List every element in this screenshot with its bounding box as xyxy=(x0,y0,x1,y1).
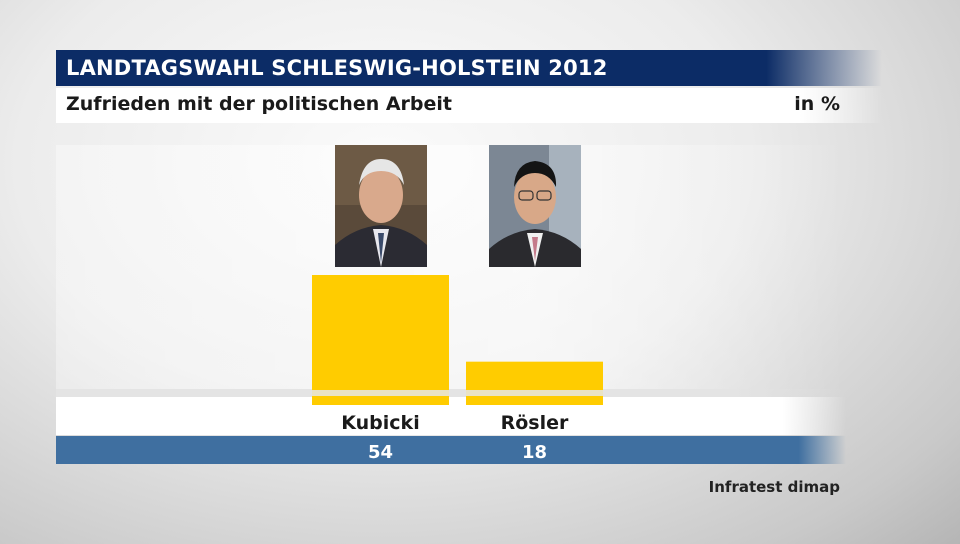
bar-kubicki xyxy=(312,275,449,405)
chart-title: LANDTAGSWAHL SCHLESWIG-HOLSTEIN 2012 xyxy=(66,56,608,80)
category-label: Kubicki xyxy=(341,412,419,434)
value-label-band xyxy=(56,436,846,464)
plot-panel xyxy=(56,145,846,389)
portrait-kubicki xyxy=(335,145,427,267)
source-label: Infratest dimap xyxy=(708,478,840,496)
bar-gap-line xyxy=(312,390,449,396)
data-label: 18 xyxy=(522,442,547,463)
category-label: Rösler xyxy=(501,412,569,434)
category-label-band xyxy=(56,397,846,435)
bar-gap-line xyxy=(466,390,603,396)
unit-label: in % xyxy=(794,93,840,115)
bar-rösler xyxy=(466,361,603,405)
subtitle-bar: Zufrieden mit der politischen Arbeit in … xyxy=(56,88,882,123)
title-bar: LANDTAGSWAHL SCHLESWIG-HOLSTEIN 2012 xyxy=(56,50,882,86)
baseline-strip xyxy=(56,389,846,397)
data-label: 54 xyxy=(368,442,393,463)
chart-subtitle: Zufrieden mit der politischen Arbeit xyxy=(66,93,453,115)
portrait-roesler xyxy=(489,145,581,267)
